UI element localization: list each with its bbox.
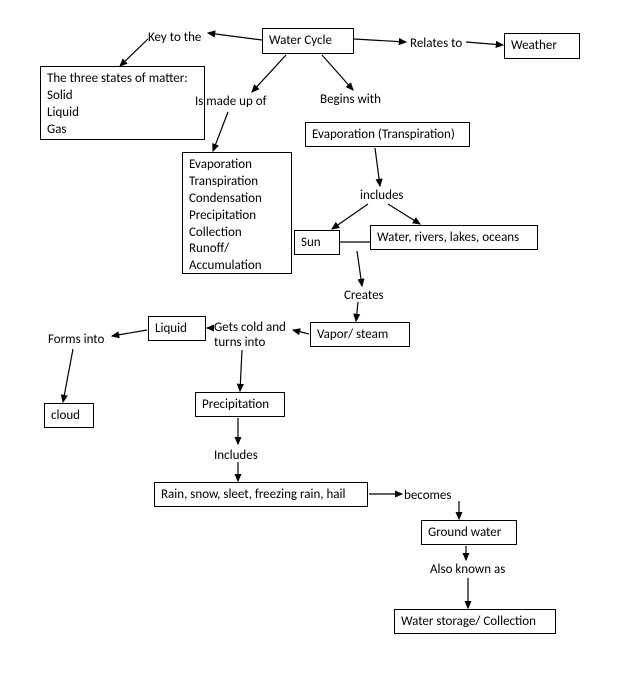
edge-label-relates-to: Relates to bbox=[410, 36, 462, 52]
edge-label-includes-2: Includes bbox=[214, 448, 258, 464]
node-vapor: Vapor/ steam bbox=[310, 322, 410, 347]
node-liquid: Liquid bbox=[148, 316, 206, 341]
edge-label-becomes: becomes bbox=[404, 488, 451, 504]
edge-label-forms-into: Forms into bbox=[48, 332, 104, 348]
process-line: Precipitation bbox=[189, 208, 285, 225]
edge-label-gets-cold-2: turns into bbox=[214, 335, 265, 351]
node-precipitation: Precipitation bbox=[195, 392, 285, 417]
node-processes: Evaporation Transpiration Condensation P… bbox=[182, 152, 292, 274]
node-weather: Weather bbox=[504, 33, 580, 59]
node-precip-types: Rain, snow, sleet, freezing rain, hail bbox=[154, 482, 368, 507]
node-storage: Water storage/ Collection bbox=[394, 609, 556, 634]
node-sun: Sun bbox=[294, 230, 340, 255]
edge-label-gets-cold-1: Gets cold and bbox=[214, 320, 286, 336]
node-water-bodies: Water, rivers, lakes, oceans bbox=[370, 225, 538, 250]
edge-label-made-up: Is made up of bbox=[195, 94, 267, 110]
process-line: Collection bbox=[189, 225, 285, 242]
node-evaporation-transpiration: Evaporation (Transpiration) bbox=[305, 122, 470, 147]
process-line: Runoff/ bbox=[189, 241, 285, 258]
node-states-of-matter: The three states of matter: Solid Liquid… bbox=[40, 66, 205, 140]
states-line: Gas bbox=[47, 122, 198, 139]
edge-label-begins-with: Begins with bbox=[320, 92, 381, 108]
states-line: The three states of matter: bbox=[47, 71, 198, 88]
edge-label-includes-1: includes bbox=[360, 188, 404, 204]
process-line: Condensation bbox=[189, 191, 285, 208]
states-line: Liquid bbox=[47, 105, 198, 122]
process-line: Evaporation bbox=[189, 157, 285, 174]
process-line: Transpiration bbox=[189, 174, 285, 191]
edge-label-key-to: Key to the bbox=[148, 30, 201, 46]
process-line: Accumulation bbox=[189, 258, 285, 275]
node-cloud: cloud bbox=[44, 403, 94, 428]
node-water-cycle: Water Cycle bbox=[262, 28, 354, 54]
states-line: Solid bbox=[47, 88, 198, 105]
node-ground-water: Ground water bbox=[421, 520, 517, 545]
edge-label-also-known: Also known as bbox=[430, 562, 505, 578]
edge-label-creates: Creates bbox=[344, 288, 384, 304]
